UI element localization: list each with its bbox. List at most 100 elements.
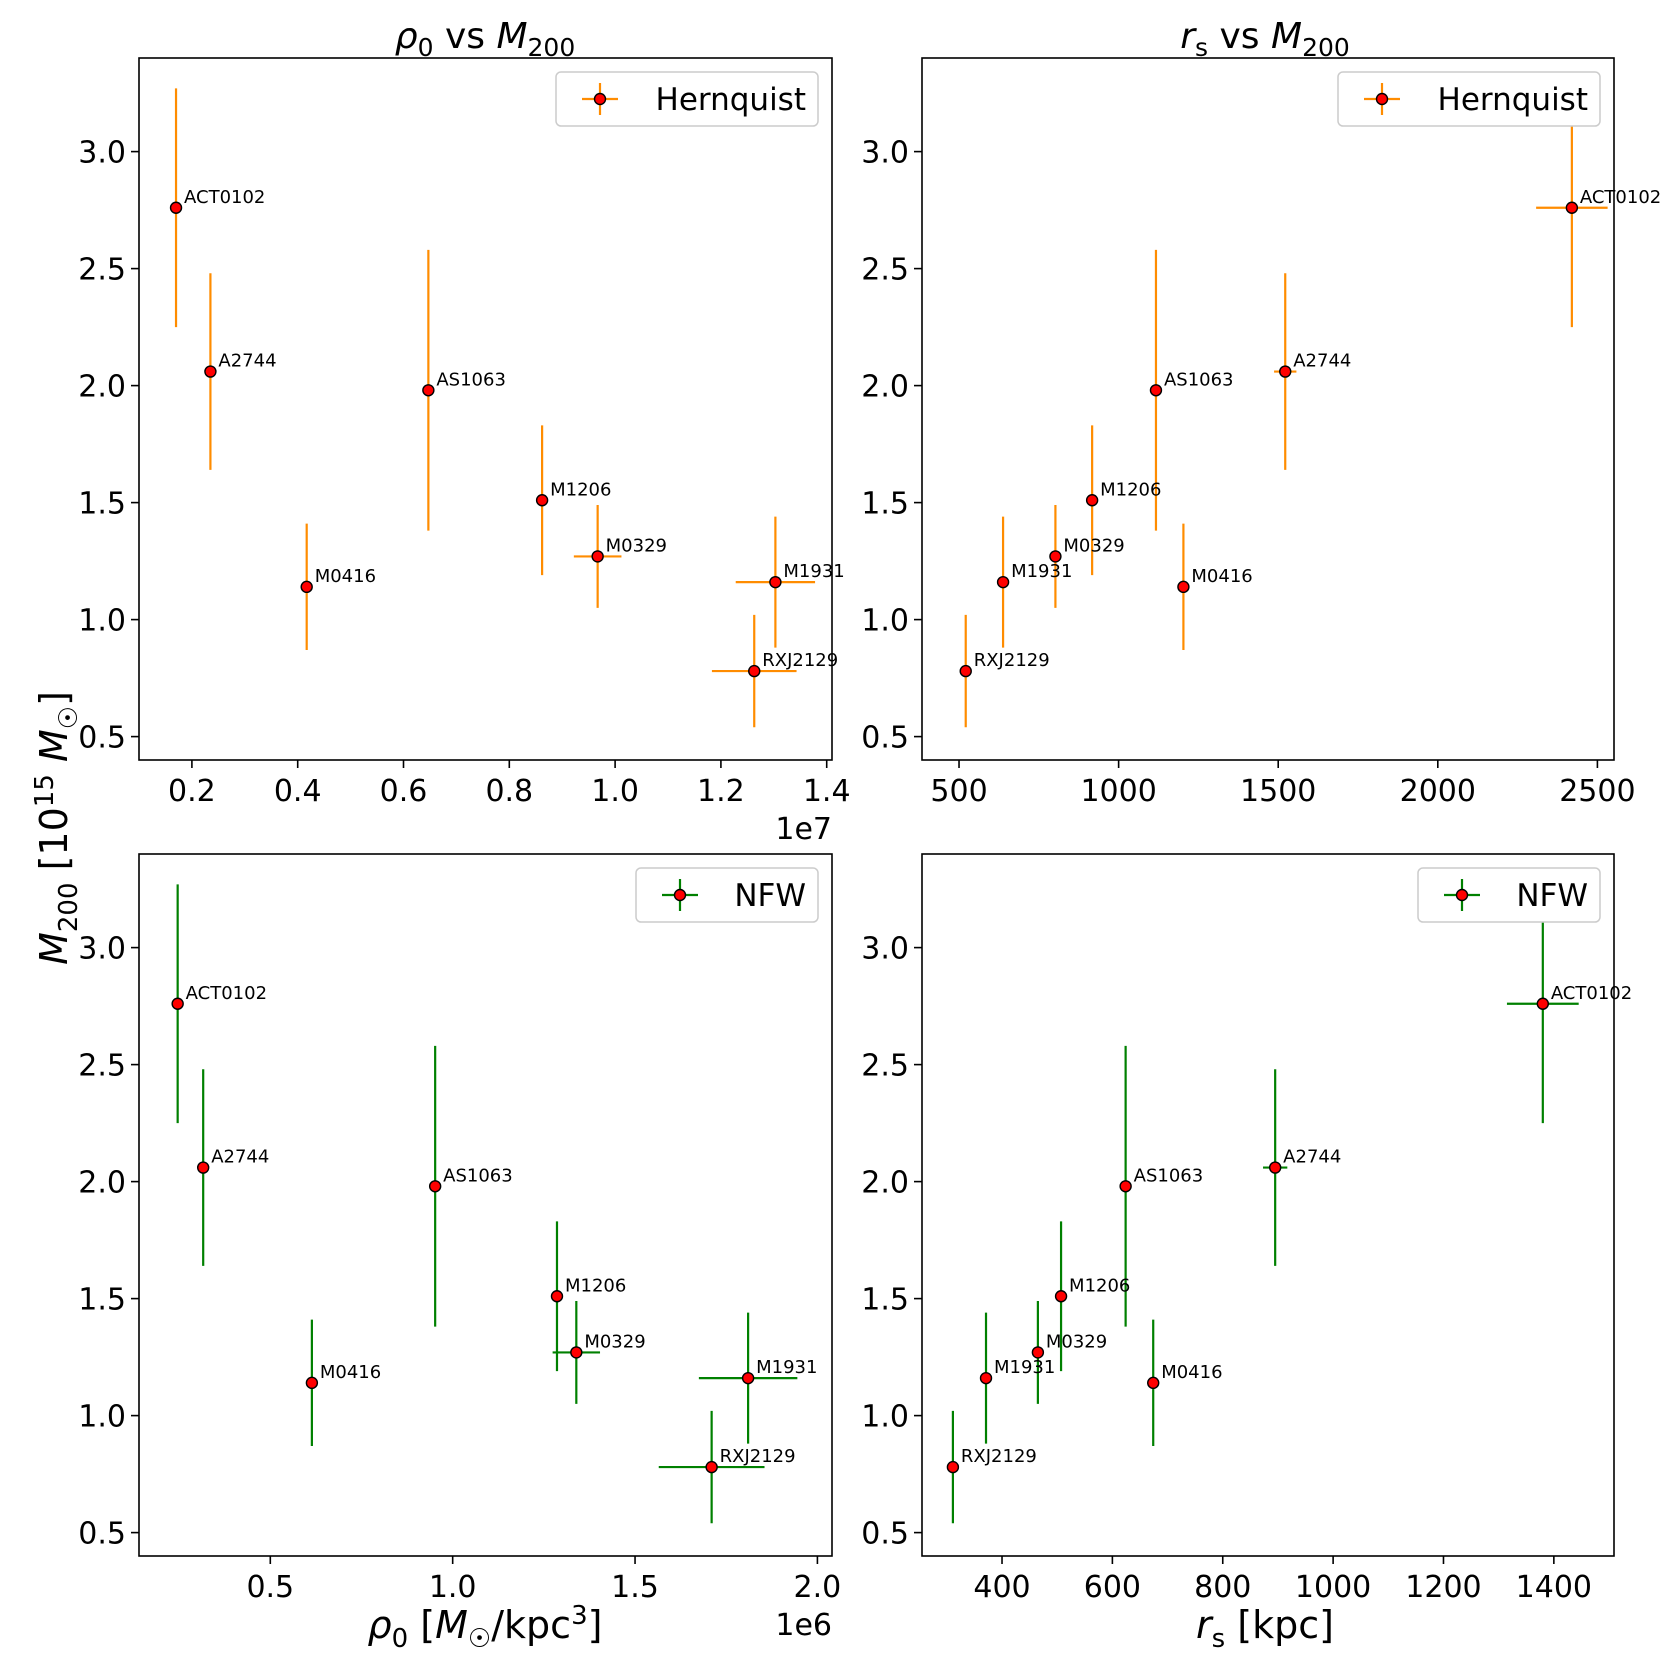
- marker: [591, 550, 604, 563]
- marker: [748, 664, 761, 678]
- point-label: M0329: [1063, 535, 1124, 556]
- legend-marker: [1375, 92, 1389, 106]
- x-tick-label: 1.0: [591, 774, 639, 809]
- data-point-rxj2129: RXJ2129: [658, 1410, 796, 1524]
- x-tick-label: 1.5: [611, 1570, 659, 1605]
- legend: NFW: [635, 867, 819, 923]
- data-point-m0329: M0329: [1031, 1300, 1107, 1404]
- x-tick-label: 500: [930, 774, 987, 809]
- marker: [705, 1460, 718, 1474]
- legend-box: [555, 71, 819, 127]
- xlabel-rs: rs [kpc]: [1196, 1603, 1334, 1654]
- point-label: M0416: [315, 566, 376, 587]
- marker: [570, 1346, 583, 1359]
- x-tick-label: 400: [973, 1570, 1030, 1605]
- y-tick-label: 3.0: [78, 136, 126, 171]
- title-rs-vs-m200: rs vs M200: [1180, 16, 1350, 62]
- marker: [996, 575, 1010, 589]
- x-tick-label: 1400: [1516, 1570, 1592, 1605]
- y-tick-label: 3.0: [861, 932, 909, 967]
- y-tick-label: 1.0: [78, 1400, 126, 1435]
- y-tick-label: 3.0: [78, 932, 126, 967]
- point-label: M0416: [1161, 1362, 1222, 1383]
- marker: [1085, 494, 1099, 507]
- marker: [428, 1180, 442, 1193]
- y-tick-label: 2.5: [861, 1049, 909, 1084]
- point-label: M1931: [783, 561, 844, 582]
- marker: [1177, 580, 1190, 594]
- x-tick-label: 2500: [1559, 774, 1635, 809]
- data-point-m1931: M1931: [996, 516, 1072, 648]
- point-label: M1931: [1011, 561, 1072, 582]
- point-label: M0329: [606, 535, 667, 556]
- marker: [171, 997, 184, 1010]
- y-tick-label: 1.5: [78, 1283, 126, 1318]
- data-point-m0416: M0416: [305, 1319, 381, 1447]
- data-point-m1206: M1206: [1054, 1221, 1130, 1372]
- axes-frame: [138, 57, 833, 761]
- marker: [1279, 365, 1292, 378]
- axes-frame: [921, 853, 1615, 1557]
- y-tick-label: 2.5: [78, 253, 126, 288]
- y-tick-label: 2.0: [861, 1166, 909, 1201]
- legend-marker: [1455, 888, 1469, 902]
- shared-ylabel: M200 [1015 M☉]: [30, 691, 84, 965]
- point-label: AS1063: [1134, 1165, 1204, 1186]
- data-point-m0329: M0329: [552, 1300, 646, 1404]
- point-label: RXJ2129: [762, 650, 838, 671]
- legend-box: [1337, 71, 1601, 127]
- data-point-m1931: M1931: [735, 516, 845, 648]
- data-point-act0102: ACT0102: [1506, 884, 1632, 1124]
- data-point-as1063: AS1063: [1119, 1045, 1204, 1327]
- x-tick-label: 1000: [1080, 774, 1156, 809]
- data-point-a2744: A2744: [204, 273, 277, 470]
- data-point-as1063: AS1063: [422, 249, 506, 531]
- y-tick-label: 0.5: [861, 721, 909, 756]
- data-point-act0102: ACT0102: [169, 88, 265, 328]
- marker: [196, 1161, 210, 1174]
- x-tick-label: 0.6: [380, 774, 428, 809]
- x-tick-label: 2.0: [794, 1570, 842, 1605]
- y-tick-label: 2.0: [78, 370, 126, 405]
- panel-bl: 0.5 1.0 1.5 2.01e60.51.01.52.02.53.0ACT0102…: [78, 853, 842, 1643]
- x-tick-label: 0.2: [168, 774, 216, 809]
- x-offset-label: 1e6: [775, 1608, 832, 1643]
- legend-marker: [593, 92, 607, 106]
- point-label: ACT0102: [186, 983, 267, 1004]
- y-tick-label: 1.5: [78, 487, 126, 522]
- point-label: M0329: [584, 1331, 645, 1352]
- data-point-m1206: M1206: [1085, 425, 1161, 576]
- panel-br: 400 600 800 1000 1200 1400 0.5 1.0 1.5 2.0 2.5 3.0 A…: [861, 853, 1632, 1605]
- point-label: RXJ2129: [974, 650, 1050, 671]
- point-label: M0416: [1191, 566, 1252, 587]
- data-point-act0102: ACT0102: [171, 884, 267, 1124]
- marker: [550, 1290, 564, 1303]
- x-tick-label: 1000: [1295, 1570, 1371, 1605]
- marker: [959, 664, 972, 678]
- point-label: M1931: [994, 1357, 1055, 1378]
- marker: [979, 1371, 993, 1385]
- data-point-m1206: M1206: [550, 1221, 626, 1372]
- x-tick-label: 2000: [1400, 774, 1476, 809]
- marker: [1031, 1346, 1045, 1359]
- marker: [1565, 201, 1579, 214]
- marker: [300, 580, 313, 594]
- legend-label: NFW: [734, 878, 806, 914]
- y-tick-label: 1.0: [861, 1400, 909, 1435]
- y-tick-label: 1.5: [861, 1283, 909, 1318]
- point-label: RXJ2129: [720, 1446, 796, 1467]
- marker: [305, 1376, 319, 1390]
- marker: [169, 201, 183, 214]
- marker: [741, 1371, 755, 1385]
- point-label: M0329: [1046, 1331, 1107, 1352]
- point-label: A2744: [211, 1147, 269, 1168]
- data-point-a2744: A2744: [196, 1069, 269, 1266]
- y-tick-label: 0.5: [78, 1517, 126, 1552]
- point-label: M1206: [550, 479, 611, 500]
- point-label: M0416: [320, 1362, 381, 1383]
- marker: [1268, 1161, 1282, 1174]
- marker: [1054, 1290, 1068, 1303]
- data-point-m0416: M0416: [300, 523, 376, 651]
